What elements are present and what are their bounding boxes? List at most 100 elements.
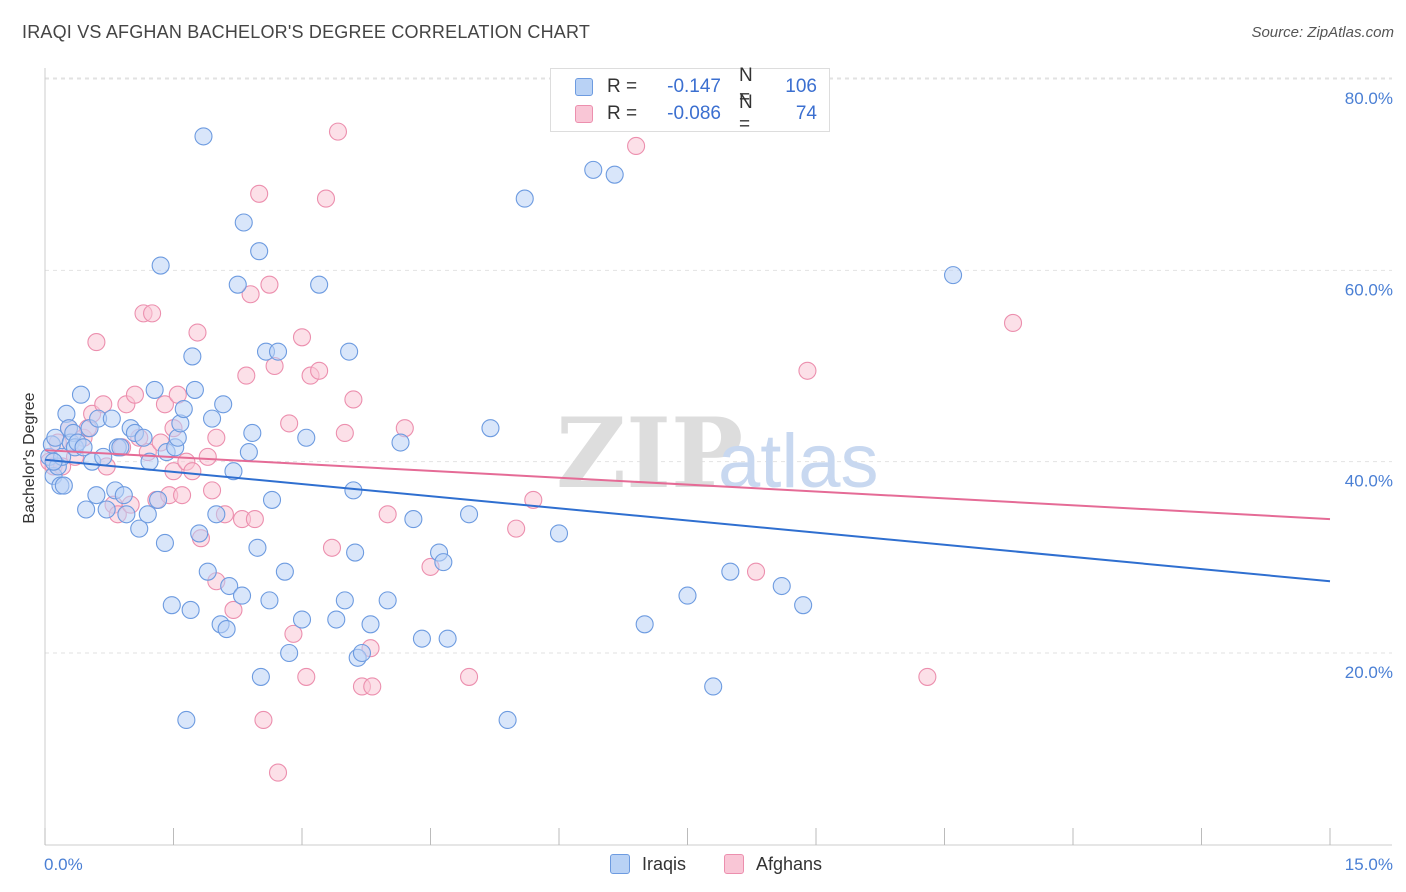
point-iraqis [260, 591, 279, 610]
point-afghans [87, 333, 106, 352]
point-iraqis [678, 586, 697, 605]
point-iraqis [327, 610, 346, 629]
point-iraqis [228, 275, 247, 294]
point-iraqis [605, 165, 624, 184]
iraqis-legend-icon [610, 854, 630, 874]
point-afghans [378, 505, 397, 524]
point-iraqis [250, 242, 269, 261]
point-iraqis [721, 562, 740, 581]
point-iraqis [251, 667, 270, 686]
grid-lines [45, 77, 1392, 654]
point-afghans [459, 667, 479, 686]
point-afghans [746, 562, 766, 581]
point-afghans [280, 414, 299, 433]
n-value: 74 [795, 103, 817, 124]
point-iraqis [438, 629, 457, 648]
point-iraqis [198, 562, 217, 581]
point-iraqis [361, 615, 380, 634]
point-iraqis [217, 620, 236, 639]
point-iraqis [352, 643, 372, 663]
point-afghans [292, 328, 312, 347]
point-iraqis [794, 596, 813, 615]
x-tick-label: 15.0% [1345, 855, 1393, 874]
y-axis-label: Bachelor's Degree [21, 392, 38, 523]
point-iraqis [181, 600, 200, 620]
point-afghans [260, 275, 279, 294]
point-afghans [203, 481, 222, 500]
point-afghans [344, 390, 363, 409]
point-afghans [237, 366, 256, 385]
point-iraqis [94, 447, 113, 466]
point-iraqis [130, 519, 149, 538]
legend-item-iraqis[interactable]: Iraqis [610, 852, 686, 876]
point-iraqis [220, 576, 239, 596]
chart-source: Source: ZipAtlas.com [1251, 24, 1394, 41]
chart-title: IRAQI VS AFGHAN BACHELOR'S DEGREE CORREL… [22, 22, 591, 42]
point-iraqis [177, 710, 196, 730]
afghans-swatch-icon [575, 105, 593, 123]
point-iraqis [292, 610, 312, 629]
trend-line-afghans [44, 449, 1331, 521]
point-iraqis [268, 342, 288, 361]
point-afghans [198, 447, 217, 466]
watermark-zip: ZIP [556, 397, 743, 510]
point-iraqis [149, 490, 168, 509]
afghans-legend-icon [724, 854, 744, 874]
point-afghans [284, 624, 303, 643]
point-afghans [1003, 313, 1023, 333]
point-iraqis [155, 533, 174, 553]
point-afghans [250, 184, 269, 203]
legend-label-iraqis: Iraqis [642, 853, 687, 874]
legend-item-afghans[interactable]: Afghans [724, 852, 822, 876]
point-iraqis [310, 275, 329, 294]
r-label: R = [607, 76, 638, 97]
point-afghans [322, 538, 342, 557]
point-iraqis [239, 443, 258, 462]
point-iraqis [262, 490, 282, 509]
point-iraqis [412, 629, 431, 648]
point-iraqis [243, 423, 262, 443]
point-iraqis [71, 385, 91, 404]
point-iraqis [114, 486, 133, 505]
point-afghans [335, 423, 354, 443]
point-iraqis [481, 419, 500, 438]
point-iraqis [77, 500, 96, 519]
point-iraqis [248, 538, 267, 557]
point-afghans [143, 304, 162, 323]
point-iraqis [174, 399, 193, 419]
point-iraqis [584, 160, 603, 179]
point-iraqis [635, 615, 654, 634]
point-iraqis [346, 543, 365, 562]
point-iraqis [340, 342, 359, 361]
point-iraqis [97, 500, 116, 519]
point-iraqis [183, 347, 202, 366]
r-value: -0.086 [667, 103, 721, 124]
legend-label-afghans: Afghans [756, 853, 823, 874]
point-iraqis [102, 409, 121, 428]
trend-lines [44, 449, 1331, 583]
point-afghans [798, 361, 817, 380]
r-label: R = [607, 103, 638, 124]
point-iraqis [280, 643, 299, 663]
point-afghans [254, 710, 273, 730]
point-afghans [297, 667, 316, 686]
point-iraqis [232, 586, 252, 605]
point-iraqis [145, 380, 164, 399]
x-tick-label: 0.0% [44, 855, 83, 874]
point-afghans [245, 510, 264, 529]
r-value: -0.147 [667, 76, 721, 97]
point-iraqis [138, 505, 157, 524]
point-afghans [224, 600, 243, 620]
point-afghans [125, 385, 144, 404]
point-afghans [207, 428, 226, 447]
point-iraqis [214, 395, 233, 414]
point-iraqis [772, 576, 791, 596]
point-iraqis [335, 591, 354, 610]
point-iraqis [162, 596, 181, 615]
trend-line-iraqis [44, 458, 1331, 583]
point-iraqis [185, 380, 204, 399]
point-afghans [155, 395, 174, 414]
point-iraqis [203, 409, 222, 428]
y-tick-label: 60.0% [1345, 280, 1393, 299]
